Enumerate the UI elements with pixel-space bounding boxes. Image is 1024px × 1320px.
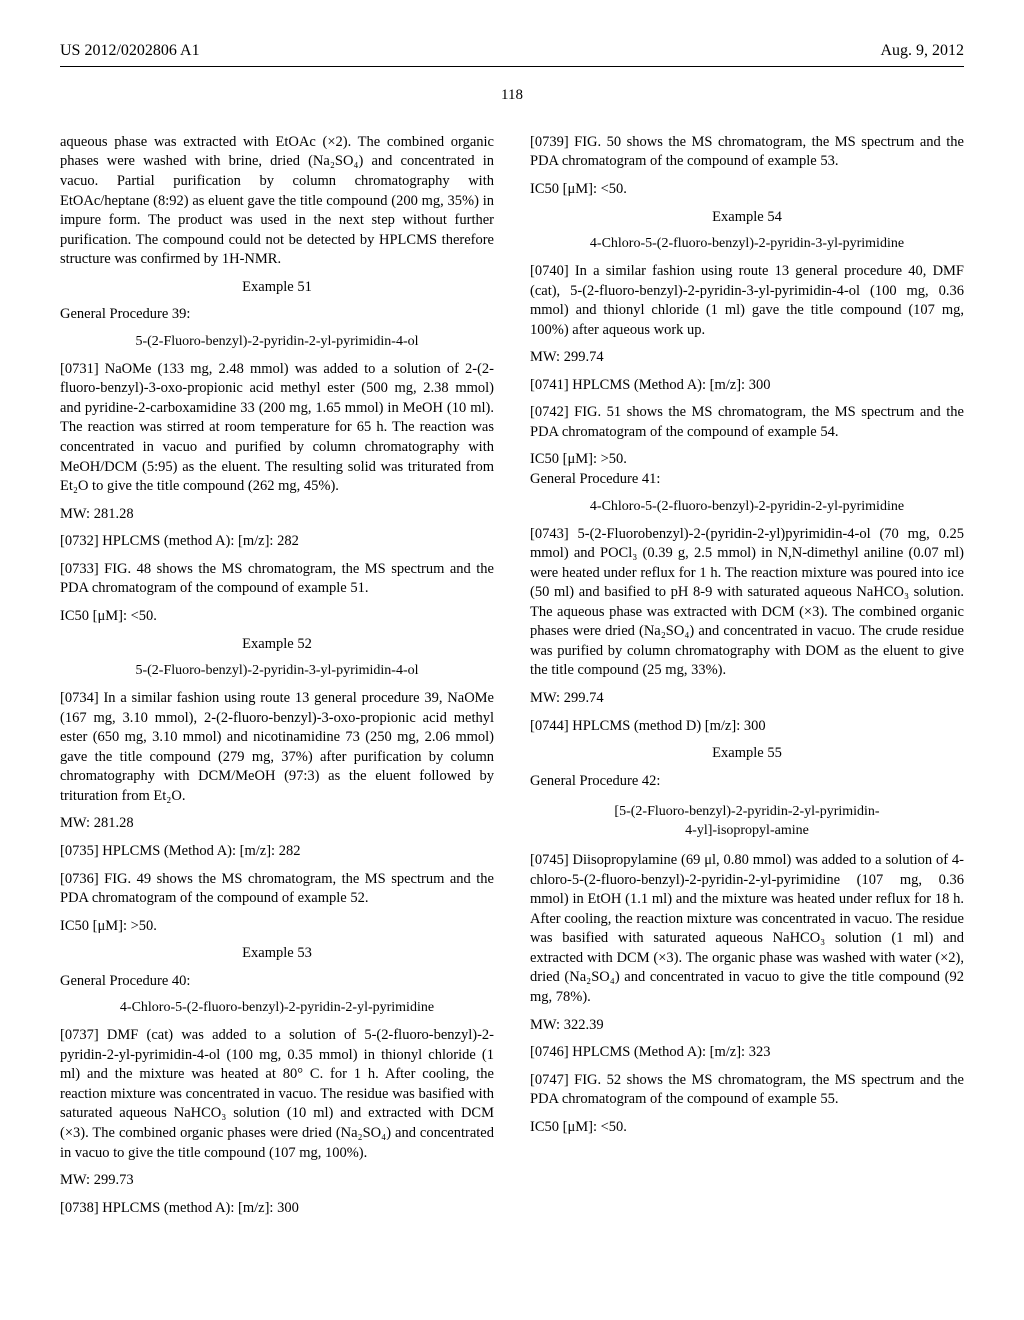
paragraph-0742: [0742] FIG. 51 shows the MS chromatogram… xyxy=(530,403,964,442)
paragraph-0734: [0734] In a similar fashion using route … xyxy=(60,689,494,806)
ic50-55: IC50 [μM]: <50. xyxy=(530,1118,964,1138)
mw-53: MW: 299.73 xyxy=(60,1171,494,1191)
mw-55: MW: 322.39 xyxy=(530,1016,964,1036)
ic50-54: IC50 [μM]: >50. xyxy=(530,450,964,470)
example-52-heading: Example 52 xyxy=(60,635,494,655)
example-55-compound: [5-(2-Fluoro-benzyl)-2-pyridin-2-yl-pyri… xyxy=(530,803,964,841)
paragraph-0735: [0735] HPLCMS (Method A): [m/z]: 282 xyxy=(60,842,494,862)
example-55-compound-line1: [5-(2-Fluoro-benzyl)-2-pyridin-2-yl-pyri… xyxy=(614,804,879,819)
example-54b-compound: 4-Chloro-5-(2-fluoro-benzyl)-2-pyridin-2… xyxy=(530,498,964,517)
example-53-compound: 4-Chloro-5-(2-fluoro-benzyl)-2-pyridin-2… xyxy=(60,999,494,1018)
paragraph-0733: [0733] FIG. 48 shows the MS chromatogram… xyxy=(60,560,494,599)
paragraph-0731: [0731] NaOMe (133 mg, 2.48 mmol) was add… xyxy=(60,360,494,497)
example-55-compound-line2: 4-yl]-isopropyl-amine xyxy=(685,823,809,838)
example-51-compound: 5-(2-Fluoro-benzyl)-2-pyridin-2-yl-pyrim… xyxy=(60,333,494,352)
paragraph-0743: [0743] 5-(2-Fluorobenzyl)-2-(pyridin-2-y… xyxy=(530,525,964,682)
mw-51: MW: 281.28 xyxy=(60,505,494,525)
paragraph-0738: [0738] HPLCMS (method A): [m/z]: 300 xyxy=(60,1199,494,1219)
example-55-heading: Example 55 xyxy=(530,744,964,764)
paragraph-0746: [0746] HPLCMS (Method A): [m/z]: 323 xyxy=(530,1043,964,1063)
example-52-compound: 5-(2-Fluoro-benzyl)-2-pyridin-3-yl-pyrim… xyxy=(60,662,494,681)
general-procedure-39-label: General Procedure 39: xyxy=(60,305,494,325)
paragraph-0744: [0744] HPLCMS (method D) [m/z]: 300 xyxy=(530,717,964,737)
publication-date: Aug. 9, 2012 xyxy=(880,40,964,62)
paragraph-0741: [0741] HPLCMS (Method A): [m/z]: 300 xyxy=(530,376,964,396)
ic50-53: IC50 [μM]: <50. xyxy=(530,180,964,200)
example-54-heading: Example 54 xyxy=(530,208,964,228)
general-procedure-40-label: General Procedure 40: xyxy=(60,972,494,992)
example-53-heading: Example 53 xyxy=(60,944,494,964)
continuation-paragraph: aqueous phase was extracted with EtOAc (… xyxy=(60,133,494,270)
page-header: US 2012/0202806 A1 Aug. 9, 2012 xyxy=(60,40,964,62)
example-54-compound: 4-Chloro-5-(2-fluoro-benzyl)-2-pyridin-3… xyxy=(530,235,964,254)
ic50-51: IC50 [μM]: <50. xyxy=(60,607,494,627)
body-columns: aqueous phase was extracted with EtOAc (… xyxy=(60,133,964,1223)
paragraph-0737: [0737] DMF (cat) was added to a solution… xyxy=(60,1026,494,1163)
page-number: 118 xyxy=(60,85,964,105)
paragraph-0739: [0739] FIG. 50 shows the MS chromatogram… xyxy=(530,133,964,172)
paragraph-0747: [0747] FIG. 52 shows the MS chromatogram… xyxy=(530,1071,964,1110)
mw-52: MW: 281.28 xyxy=(60,814,494,834)
header-rule xyxy=(60,66,964,67)
paragraph-0736: [0736] FIG. 49 shows the MS chromatogram… xyxy=(60,870,494,909)
paragraph-0732: [0732] HPLCMS (method A): [m/z]: 282 xyxy=(60,532,494,552)
general-procedure-41-label: General Procedure 41: xyxy=(530,470,964,490)
patent-number: US 2012/0202806 A1 xyxy=(60,40,200,62)
mw-54b: MW: 299.74 xyxy=(530,689,964,709)
mw-54: MW: 299.74 xyxy=(530,348,964,368)
general-procedure-42-label: General Procedure 42: xyxy=(530,772,964,792)
paragraph-0745: [0745] Diisopropylamine (69 μl, 0.80 mmo… xyxy=(530,851,964,1008)
ic50-52: IC50 [μM]: >50. xyxy=(60,917,494,937)
example-51-heading: Example 51 xyxy=(60,278,494,298)
paragraph-0740: [0740] In a similar fashion using route … xyxy=(530,262,964,340)
